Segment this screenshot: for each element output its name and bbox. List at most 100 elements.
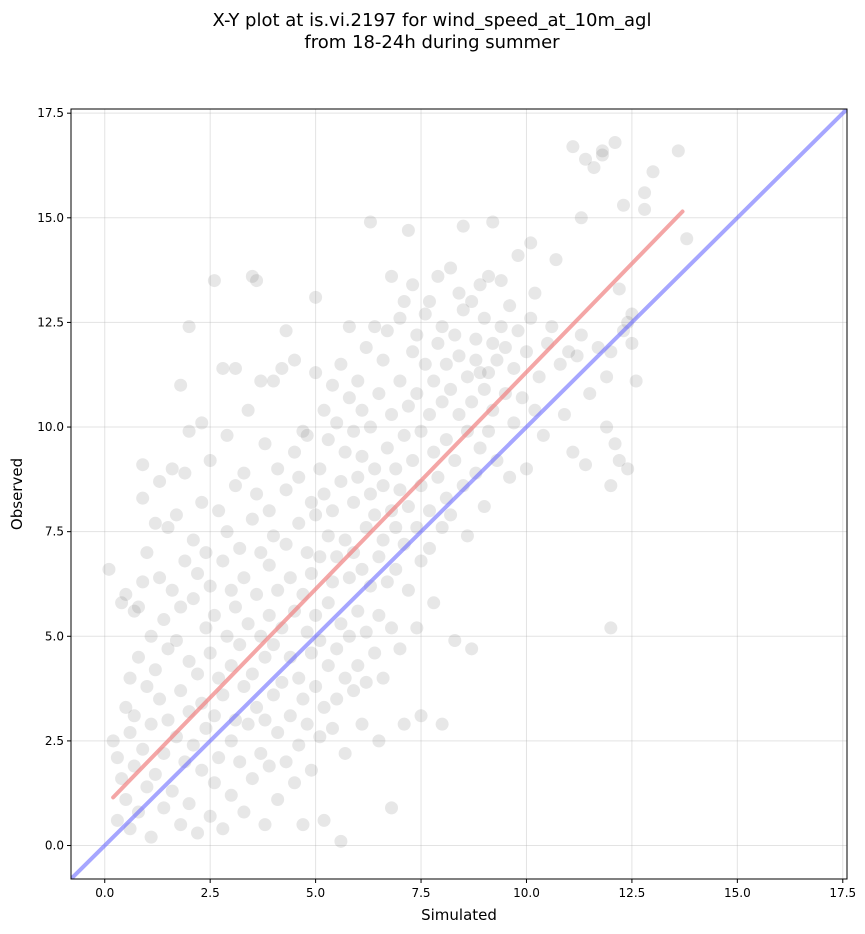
data-point xyxy=(271,462,285,476)
y-tick-label: 2.5 xyxy=(45,734,64,748)
data-point xyxy=(296,818,310,832)
data-point xyxy=(182,424,196,438)
data-point xyxy=(439,357,453,371)
data-point xyxy=(296,692,310,706)
data-point xyxy=(250,587,264,601)
data-point xyxy=(494,274,508,288)
data-point xyxy=(266,529,280,543)
data-point xyxy=(191,826,205,840)
data-point xyxy=(608,437,622,451)
data-point xyxy=(228,600,242,614)
data-point xyxy=(309,508,323,522)
data-point xyxy=(612,454,626,468)
data-point xyxy=(216,688,230,702)
data-point xyxy=(245,772,259,786)
data-point xyxy=(519,462,533,476)
y-tick-label: 0.0 xyxy=(45,839,64,853)
data-point xyxy=(536,428,550,442)
data-point xyxy=(148,767,162,781)
data-point xyxy=(127,759,141,773)
data-point xyxy=(165,583,179,597)
data-point xyxy=(473,278,487,292)
data-point xyxy=(279,755,293,769)
data-point xyxy=(283,571,297,585)
data-point xyxy=(376,353,390,367)
data-point xyxy=(254,746,268,760)
data-point xyxy=(224,583,238,597)
data-point xyxy=(494,320,508,334)
x-tick-label: 17.5 xyxy=(829,886,856,900)
data-point xyxy=(178,554,192,568)
data-point xyxy=(452,349,466,363)
data-point xyxy=(148,663,162,677)
data-point xyxy=(330,416,344,430)
data-point xyxy=(262,608,276,622)
data-point xyxy=(296,424,310,438)
data-point xyxy=(182,320,196,334)
x-tick-label: 0.0 xyxy=(95,886,114,900)
data-point xyxy=(199,546,213,560)
data-point xyxy=(524,311,538,325)
data-point xyxy=(237,571,251,585)
data-point xyxy=(368,320,382,334)
data-point xyxy=(245,512,259,526)
data-point xyxy=(119,792,133,806)
data-point xyxy=(431,336,445,350)
data-point xyxy=(279,537,293,551)
x-axis-ticks: 0.0 2.5 5.0 7.5 10.0 12.5 15.0 17.5 xyxy=(95,879,856,900)
data-point xyxy=(216,822,230,836)
data-point xyxy=(283,709,297,723)
data-point xyxy=(519,345,533,359)
data-point xyxy=(452,407,466,421)
data-point xyxy=(385,269,399,283)
data-point xyxy=(393,642,407,656)
data-point xyxy=(427,445,441,459)
data-point xyxy=(612,282,626,296)
data-point xyxy=(595,148,609,162)
data-point xyxy=(313,730,327,744)
data-point xyxy=(140,546,154,560)
data-point xyxy=(325,575,339,589)
data-point xyxy=(191,567,205,581)
data-point xyxy=(153,474,167,488)
data-point xyxy=(119,700,133,714)
data-point xyxy=(498,341,512,355)
data-point xyxy=(604,621,618,635)
data-point xyxy=(431,269,445,283)
data-point xyxy=(275,675,289,689)
data-point xyxy=(482,269,496,283)
data-point xyxy=(435,320,449,334)
data-point xyxy=(195,763,209,777)
data-point xyxy=(401,223,415,237)
data-point xyxy=(629,374,643,388)
data-point xyxy=(254,546,268,560)
data-point xyxy=(482,424,496,438)
data-point xyxy=(174,818,188,832)
data-point xyxy=(317,487,331,501)
data-point xyxy=(321,659,335,673)
data-point xyxy=(570,349,584,363)
x-tick-label: 12.5 xyxy=(619,886,646,900)
data-point xyxy=(486,336,500,350)
data-point xyxy=(414,554,428,568)
data-point xyxy=(587,161,601,175)
data-point xyxy=(595,144,609,158)
data-point xyxy=(414,709,428,723)
data-point xyxy=(448,633,462,647)
data-point xyxy=(482,366,496,380)
data-point xyxy=(279,324,293,338)
data-point xyxy=(456,219,470,233)
data-point xyxy=(363,487,377,501)
data-point xyxy=(115,772,129,786)
data-point xyxy=(212,671,226,685)
chart-title-line-2: from 18-24h during summer xyxy=(304,32,560,53)
data-point xyxy=(372,550,386,564)
data-point xyxy=(266,374,280,388)
data-point xyxy=(342,571,356,585)
data-point xyxy=(372,608,386,622)
data-point xyxy=(511,324,525,338)
data-point xyxy=(182,654,196,668)
data-point xyxy=(169,508,183,522)
data-point xyxy=(583,387,597,401)
data-point xyxy=(271,726,285,740)
